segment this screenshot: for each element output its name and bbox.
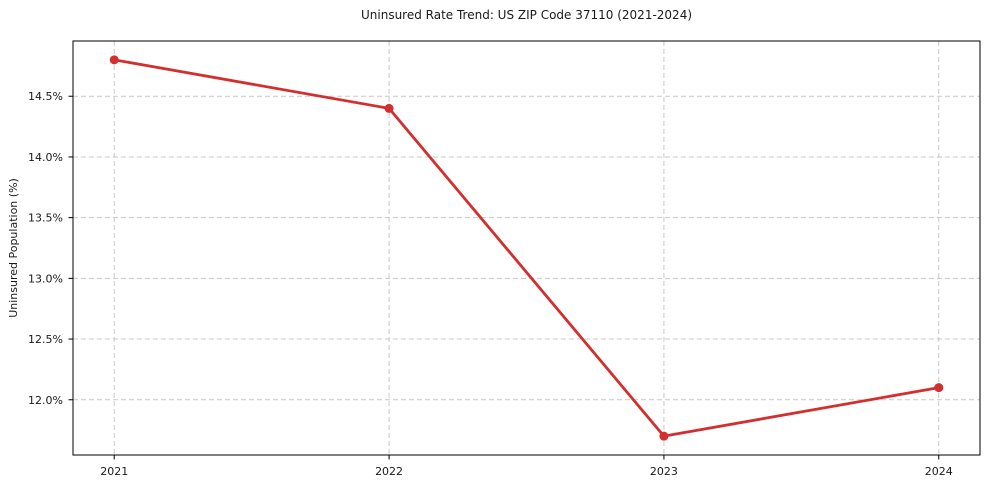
plot-frame xyxy=(72,40,981,456)
chart-title: Uninsured Rate Trend: US ZIP Code 37110 … xyxy=(361,8,692,22)
series-layer xyxy=(109,55,944,441)
y-tick-label-14.0%: 14.0% xyxy=(28,151,63,164)
data-point-2021 xyxy=(109,55,119,65)
y-tick-label-13.5%: 13.5% xyxy=(28,212,63,225)
data-point-2022 xyxy=(384,103,394,113)
grid-layer xyxy=(73,41,980,455)
y-tick-label-14.5%: 14.5% xyxy=(28,90,63,103)
x-tick-label-2023: 2023 xyxy=(650,465,678,478)
x-tick-label-2022: 2022 xyxy=(375,465,403,478)
y-tick-label-12.5%: 12.5% xyxy=(28,333,63,346)
y-axis-label: Uninsured Population (%) xyxy=(7,178,20,318)
x-tick-label-2021: 2021 xyxy=(100,465,128,478)
y-tick-label-13.0%: 13.0% xyxy=(28,272,63,285)
y-tick-label-12.0%: 12.0% xyxy=(28,394,63,407)
data-point-2024 xyxy=(934,383,944,393)
data-point-2023 xyxy=(659,431,669,441)
axes-layer: 2021 2022 2023 2024 12.0% 12.5% 13.0% 13.5% 14.0… xyxy=(28,40,981,478)
x-tick-label-2024: 2024 xyxy=(925,465,953,478)
trend-line xyxy=(112,58,941,438)
